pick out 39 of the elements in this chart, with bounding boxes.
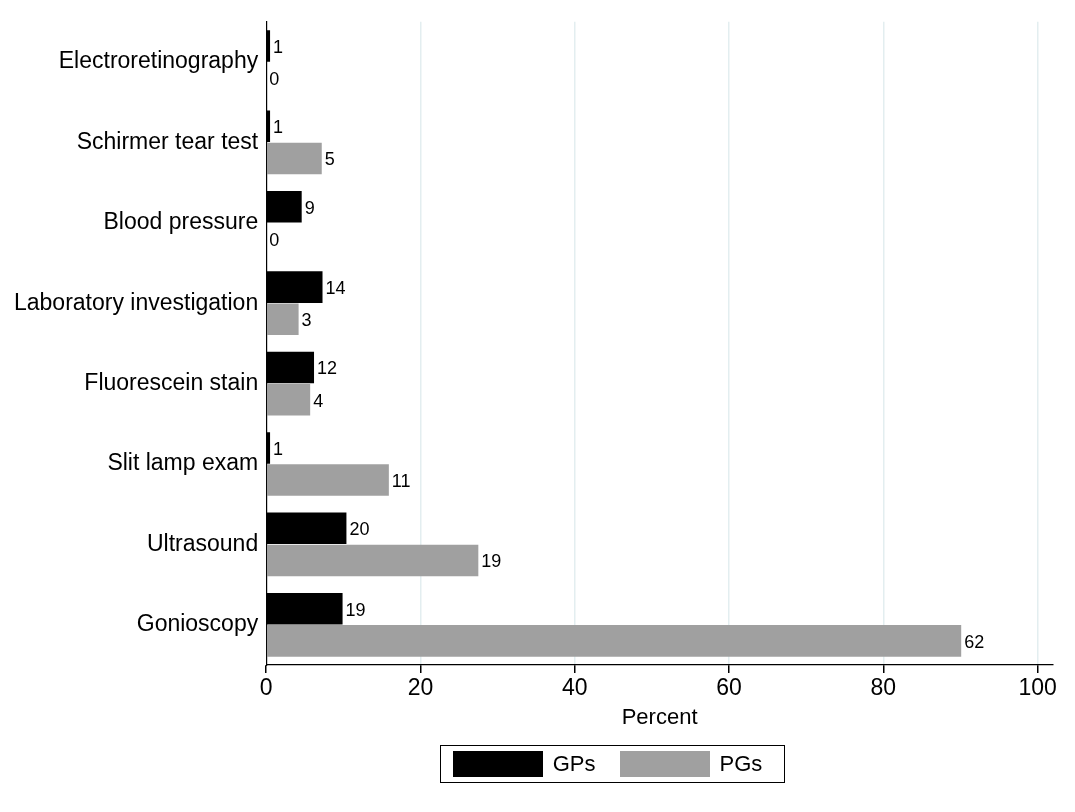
annotation: 11 — [391, 471, 411, 492]
x-tick-label: 20 — [407, 674, 434, 701]
y-tick-label: Gonioscopy — [136, 610, 259, 637]
y-tick-label: Slit lamp exam — [107, 449, 259, 476]
legend-label: PGs — [719, 751, 763, 777]
y-tick-label: Schirmer tear test — [76, 127, 259, 154]
annotation: 5 — [324, 149, 335, 170]
x-tick-label: 40 — [561, 674, 588, 701]
annotation: 1 — [273, 438, 284, 459]
annotation: 0 — [269, 229, 280, 250]
annotation: 0 — [269, 69, 280, 90]
annotation: 1 — [273, 36, 284, 57]
y-tick-label: Laboratory investigation — [13, 288, 259, 315]
annotation: 3 — [301, 310, 312, 331]
x-tick-label: 60 — [716, 674, 742, 701]
annotation: 62 — [964, 631, 985, 652]
y-tick-label: Fluorescein stain — [84, 368, 259, 395]
annotation: 20 — [349, 519, 370, 540]
bar — [266, 464, 389, 496]
annotation: 14 — [325, 278, 346, 299]
x-tick-label: 80 — [870, 674, 897, 701]
legend-label: GPs — [552, 751, 596, 777]
bar — [266, 383, 311, 416]
bar — [266, 303, 299, 336]
x-tick-label: 0 — [259, 674, 273, 701]
annotation: 1 — [273, 117, 284, 138]
annotation: 19 — [345, 599, 366, 620]
bar — [266, 544, 479, 577]
y-tick-label: Blood pressure — [103, 208, 259, 235]
bar — [266, 142, 322, 175]
annotation: 4 — [313, 390, 324, 411]
annotation: 12 — [317, 358, 338, 379]
annotation: 9 — [304, 197, 315, 218]
x-axis-title: Percent — [621, 703, 698, 729]
x-tick-label: 100 — [1018, 674, 1057, 701]
bar — [266, 625, 962, 657]
y-tick-label: Electroretinography — [58, 47, 259, 74]
annotation: 19 — [481, 551, 502, 572]
y-tick-label: Ultrasound — [146, 529, 259, 556]
